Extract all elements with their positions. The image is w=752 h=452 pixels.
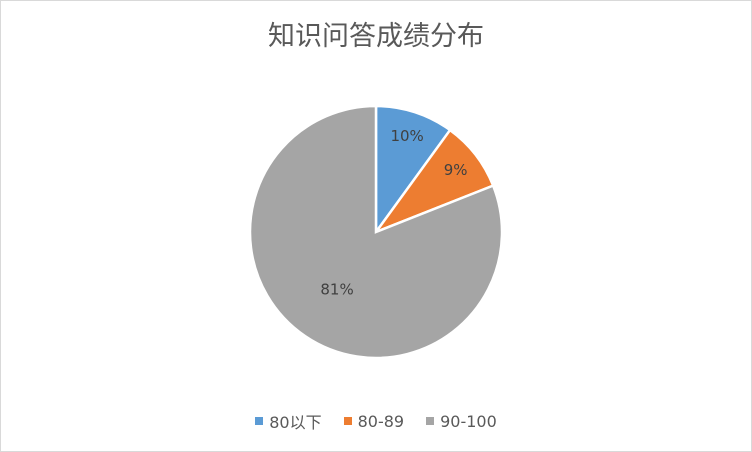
chart-title: 知识问答成绩分布 (268, 21, 484, 52)
pie-slice-0 (374, 104, 452, 236)
legend-swatch-1 (343, 417, 352, 425)
legend-label-1: 80-89 (357, 411, 405, 431)
legend-item-0: 80以下 (255, 409, 322, 433)
legend-label-2: 90-100 (440, 411, 497, 431)
legend-label-0: 80以下 (269, 413, 322, 432)
legend-item-2: 90-100 (426, 409, 497, 433)
legend-swatch-2 (426, 417, 435, 425)
data-label-2: 81% (320, 280, 353, 298)
data-label-0: 10% (390, 127, 423, 145)
pie-slice-2 (248, 104, 504, 360)
legend-item-1: 80-89 (343, 409, 405, 433)
legend: 80以下 80-89 90-100 (0, 409, 752, 433)
data-label-1: 9% (444, 161, 468, 179)
legend-swatch-0 (255, 417, 264, 425)
